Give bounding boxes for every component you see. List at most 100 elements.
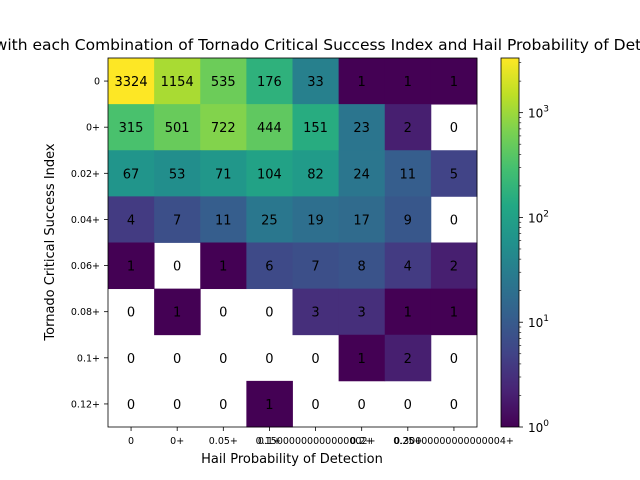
cell-value-label: 11	[400, 167, 417, 182]
cell-value-label: 71	[215, 167, 232, 182]
cell-value-label: 315	[119, 121, 144, 136]
heatmap-cell	[154, 58, 201, 105]
heatmap-cell	[430, 242, 478, 290]
cell-value-label: 444	[257, 121, 282, 136]
cell-value-label: 0	[358, 398, 366, 413]
colorbar-ticks: 100 101 102 103	[519, 62, 549, 435]
cell-value-label: 0	[450, 352, 458, 367]
heatmap-cell	[154, 150, 201, 197]
x-tick-label: 0.15000000000000002+	[256, 436, 376, 447]
x-tick-label: 0	[128, 436, 134, 447]
x-tick-label: 0+	[170, 436, 184, 447]
heatmap-cell	[200, 242, 247, 290]
heatmap-cell	[338, 242, 386, 290]
cell-value-label: 1	[219, 260, 227, 275]
cell-value-label: 8	[358, 260, 366, 275]
x-tick-label: 0.1+	[258, 436, 281, 447]
colorbar-tick-label: 103	[528, 105, 549, 121]
cell-value-label: 5	[450, 167, 458, 182]
cell-value-label: 7	[311, 260, 319, 275]
heatmap-cell	[108, 196, 155, 243]
heatmap-cell	[384, 196, 432, 243]
cell-value-label: 1	[450, 75, 458, 90]
heatmap-cell	[108, 104, 155, 151]
y-tick-label: 0.1+	[77, 353, 100, 364]
cell-value-label: 176	[257, 75, 282, 90]
y-axis-label: Tornado Critical Success Index	[43, 143, 58, 342]
cell-value-label: 1	[450, 306, 458, 321]
heatmap-cell	[384, 242, 432, 290]
heatmap-cell	[200, 196, 247, 243]
heatmap-cell	[154, 288, 201, 336]
cell-value-label: 1	[127, 260, 135, 275]
cell-value-label: 0	[127, 398, 135, 413]
x-tick-label: 0.30000000000000004+	[394, 436, 514, 447]
heatmap-cell	[246, 58, 293, 105]
heatmap-cell	[338, 104, 386, 151]
cell-value-label: 4	[127, 213, 135, 228]
cell-value-label: 4	[404, 260, 412, 275]
y-tick-label: 0	[94, 77, 100, 88]
heatmap-cell	[338, 58, 386, 105]
x-tick-label: 0.05+	[209, 436, 238, 447]
plot-frame	[107, 57, 478, 428]
heatmap-cell	[200, 104, 247, 151]
x-tick-label: 0.25+	[393, 436, 422, 447]
cell-value-label: 0	[173, 260, 181, 275]
heatmap-cell	[292, 242, 340, 290]
heatmap-cell	[200, 58, 247, 105]
heatmap-cell	[338, 150, 386, 197]
cell-value-label: 25	[261, 213, 278, 228]
cell-value-label: 33	[307, 75, 324, 90]
colorbar-tick-label: 100	[528, 419, 549, 435]
heatmap-cell	[338, 334, 386, 382]
heatmap-cell	[246, 150, 293, 197]
heatmap-cell	[292, 58, 340, 105]
colorbar-tick-label: 101	[528, 314, 549, 330]
cell-value-label: 501	[165, 121, 190, 136]
cell-value-label: 1	[173, 306, 181, 321]
heatmap-cell	[430, 150, 478, 197]
cell-value-label: 67	[123, 167, 140, 182]
cell-value-label: 11	[215, 213, 232, 228]
heatmap-cell	[154, 104, 201, 151]
cell-value-label: 0	[311, 398, 319, 413]
cell-value-label: 17	[353, 213, 370, 228]
heatmap-cell	[108, 58, 155, 105]
heatmap-cell	[384, 104, 432, 151]
cell-value-label: 3324	[115, 75, 148, 90]
cell-value-label: 0	[450, 398, 458, 413]
cell-value-label: 2	[450, 260, 458, 275]
cell-value-label: 0	[173, 398, 181, 413]
heatmap-cell	[384, 58, 432, 105]
cell-value-label: 1	[404, 75, 412, 90]
cell-value-label: 3	[311, 306, 319, 321]
cell-value-label: 1	[358, 352, 366, 367]
x-tick-label: 0.2+	[350, 436, 373, 447]
heatmap-cell	[384, 150, 432, 197]
heatmap-cell	[200, 150, 247, 197]
y-axis-ticks: 0 0+ 0.02+ 0.04+ 0.06+ 0.08+ 0.1+ 0.12+	[71, 77, 108, 410]
cell-value-label: 0	[219, 398, 227, 413]
heatmap-cell	[384, 288, 432, 336]
cell-value-label: 535	[211, 75, 236, 90]
heatmap-cell	[338, 196, 386, 243]
cell-value-label: 0	[265, 306, 273, 321]
cell-value-label: 0	[265, 352, 273, 367]
cell-value-label: 0	[127, 352, 135, 367]
cell-value-label: 2	[404, 121, 412, 136]
heatmap-cell	[292, 150, 340, 197]
heatmap-cell	[292, 196, 340, 243]
heatmap-cells	[108, 58, 478, 428]
cell-value-label: 9	[404, 213, 412, 228]
cell-value-label: 3	[358, 306, 366, 321]
cell-value-label: 1	[358, 75, 366, 90]
cell-value-label: 7	[173, 213, 181, 228]
heatmap-cell	[108, 150, 155, 197]
x-axis-label: Hail Probability of Detection	[201, 452, 383, 467]
cell-value-label: 0	[450, 213, 458, 228]
colorbar	[500, 57, 520, 428]
heatmap-cell	[154, 196, 201, 243]
